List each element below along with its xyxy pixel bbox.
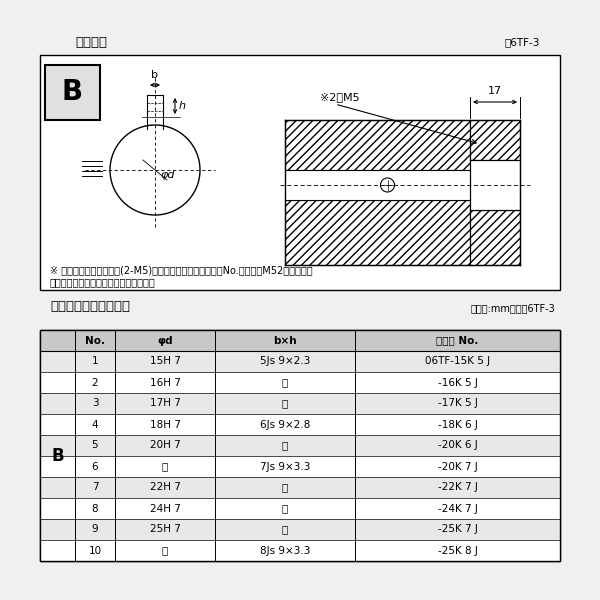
Bar [40, 330, 560, 351]
Bar [40, 456, 560, 477]
Text: B: B [62, 79, 83, 107]
Text: 6Js 9×2.8: 6Js 9×2.8 [260, 419, 310, 430]
Text: -24K 7 J: -24K 7 J [437, 503, 478, 514]
Text: 〃: 〃 [162, 461, 168, 472]
Text: 25H 7: 25H 7 [149, 524, 181, 535]
Bar [40, 477, 560, 498]
Text: （単位:mm）　表6TF-3: （単位:mm） 表6TF-3 [470, 303, 555, 313]
Text: -20K 6 J: -20K 6 J [437, 440, 478, 451]
Text: 1: 1 [92, 356, 98, 367]
Bar [285, 170, 470, 200]
Bar [40, 330, 560, 561]
Text: 22H 7: 22H 7 [149, 482, 181, 493]
Bar [40, 540, 560, 561]
Bar [40, 330, 560, 561]
Text: 6: 6 [92, 461, 98, 472]
Text: 〃: 〃 [282, 524, 288, 535]
Text: 〃: 〃 [282, 503, 288, 514]
Bar [285, 120, 470, 170]
Text: 15H 7: 15H 7 [149, 356, 181, 367]
Text: 8: 8 [92, 503, 98, 514]
Text: b: b [151, 70, 158, 80]
Text: 〃: 〃 [282, 398, 288, 409]
Text: 18H 7: 18H 7 [149, 419, 181, 430]
Text: 軸穴形状コード一覧表: 軸穴形状コード一覧表 [50, 300, 130, 313]
Text: 5: 5 [92, 440, 98, 451]
Bar [40, 372, 560, 393]
Text: 軸穴形状: 軸穴形状 [75, 35, 107, 49]
Text: 5Js 9×2.3: 5Js 9×2.3 [260, 356, 310, 367]
Bar [470, 210, 520, 265]
Text: -20K 7 J: -20K 7 J [437, 461, 478, 472]
Text: 7Js 9×3.3: 7Js 9×3.3 [260, 461, 310, 472]
Bar [40, 519, 560, 540]
Bar [40, 414, 560, 435]
Bar [40, 351, 560, 372]
Text: 〃: 〃 [282, 440, 288, 451]
Text: ※2－M5: ※2－M5 [320, 92, 359, 102]
Bar [470, 120, 520, 160]
Text: B: B [51, 447, 64, 465]
Text: φd: φd [157, 335, 173, 346]
Text: 図6TF-3: 図6TF-3 [505, 37, 540, 47]
Bar [45, 65, 100, 120]
Text: 4: 4 [92, 419, 98, 430]
Text: h: h [179, 101, 186, 111]
Text: 10: 10 [88, 545, 101, 556]
Text: No.: No. [85, 335, 105, 346]
Text: 8Js 9×3.3: 8Js 9×3.3 [260, 545, 310, 556]
Bar [470, 160, 520, 210]
Text: -16K 5 J: -16K 5 J [437, 377, 478, 388]
Text: -25K 7 J: -25K 7 J [437, 524, 478, 535]
Text: 16H 7: 16H 7 [149, 377, 181, 388]
Text: 3: 3 [92, 398, 98, 409]
Text: コード No.: コード No. [436, 335, 479, 346]
Bar [40, 435, 560, 456]
Text: 9: 9 [92, 524, 98, 535]
Text: -17K 5 J: -17K 5 J [437, 398, 478, 409]
Text: -25K 8 J: -25K 8 J [437, 545, 478, 556]
Text: 2: 2 [92, 377, 98, 388]
Text: -22K 7 J: -22K 7 J [437, 482, 478, 493]
Text: 〃: 〃 [282, 482, 288, 493]
Text: -18K 6 J: -18K 6 J [437, 419, 478, 430]
Text: 〃: 〃 [162, 545, 168, 556]
Text: 7: 7 [92, 482, 98, 493]
Text: 20H 7: 20H 7 [149, 440, 181, 451]
Bar [40, 498, 560, 519]
Text: （セットボルトは付属されています。）: （セットボルトは付属されています。） [50, 277, 156, 287]
Text: 24H 7: 24H 7 [149, 503, 181, 514]
Text: 17H 7: 17H 7 [149, 398, 181, 409]
Text: 06TF-15K 5 J: 06TF-15K 5 J [425, 356, 490, 367]
Bar [285, 200, 470, 265]
Bar [40, 393, 560, 414]
Text: ※ セットボルト用タップ(2-M5)が必要な場合は右記コードNo.の末尾にM52を付ける。: ※ セットボルト用タップ(2-M5)が必要な場合は右記コードNo.の末尾にM52… [50, 265, 313, 275]
Text: φd: φd [160, 170, 175, 180]
Bar [40, 55, 560, 290]
Text: b×h: b×h [273, 335, 297, 346]
Text: 17: 17 [488, 86, 502, 96]
Text: 〃: 〃 [282, 377, 288, 388]
